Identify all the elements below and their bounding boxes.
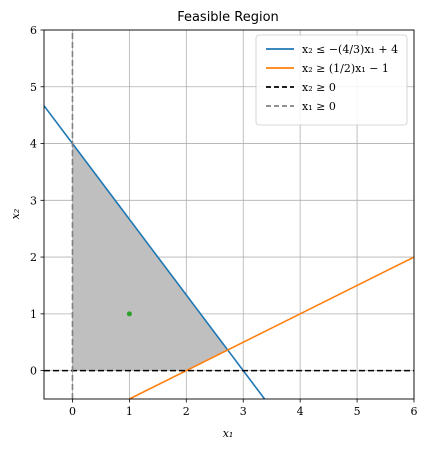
y-tick-label: 3	[30, 194, 37, 207]
legend-label-2: x₂ ≥ 0	[302, 81, 336, 94]
legend-label-1: x₂ ≥ (1/2)x₁ − 1	[302, 62, 389, 75]
x-tick-label: 6	[411, 405, 418, 418]
y-tick-label: 1	[30, 308, 37, 321]
feasible-region	[72, 143, 228, 371]
y-axis-label: x₂	[9, 209, 22, 220]
y-tick-label: 0	[30, 365, 37, 378]
series-lines	[44, 30, 414, 399]
legend-box	[255, 34, 408, 126]
y-tick-label: 4	[30, 138, 37, 151]
chart-title: Feasible Region	[177, 10, 279, 25]
y-tick-label: 6	[30, 24, 37, 37]
legend-label-0: x₂ ≤ −(4/3)x₁ + 4	[302, 43, 398, 56]
y-tick-label: 5	[30, 81, 37, 94]
x-tick-label: 0	[69, 405, 76, 418]
x-tick-label: 4	[297, 405, 304, 418]
data-point-0	[126, 311, 132, 317]
axes-frame	[43, 29, 415, 400]
x-tick-label: 5	[354, 405, 361, 418]
legend-label-3: x₁ ≥ 0	[302, 100, 336, 113]
x-tick-label: 3	[240, 405, 247, 418]
legend: x₂ ≤ −(4/3)x₁ + 4 x₂ ≥ (1/2)x₁ − 1 x₂ ≥ 0 x…	[255, 34, 408, 126]
x-tick-label: 1	[126, 405, 133, 418]
y-tick-label: 2	[30, 251, 37, 264]
x-tick-label: 2	[183, 405, 190, 418]
x-axis-label: x₁	[223, 427, 234, 440]
series-line-1	[129, 256, 414, 399]
